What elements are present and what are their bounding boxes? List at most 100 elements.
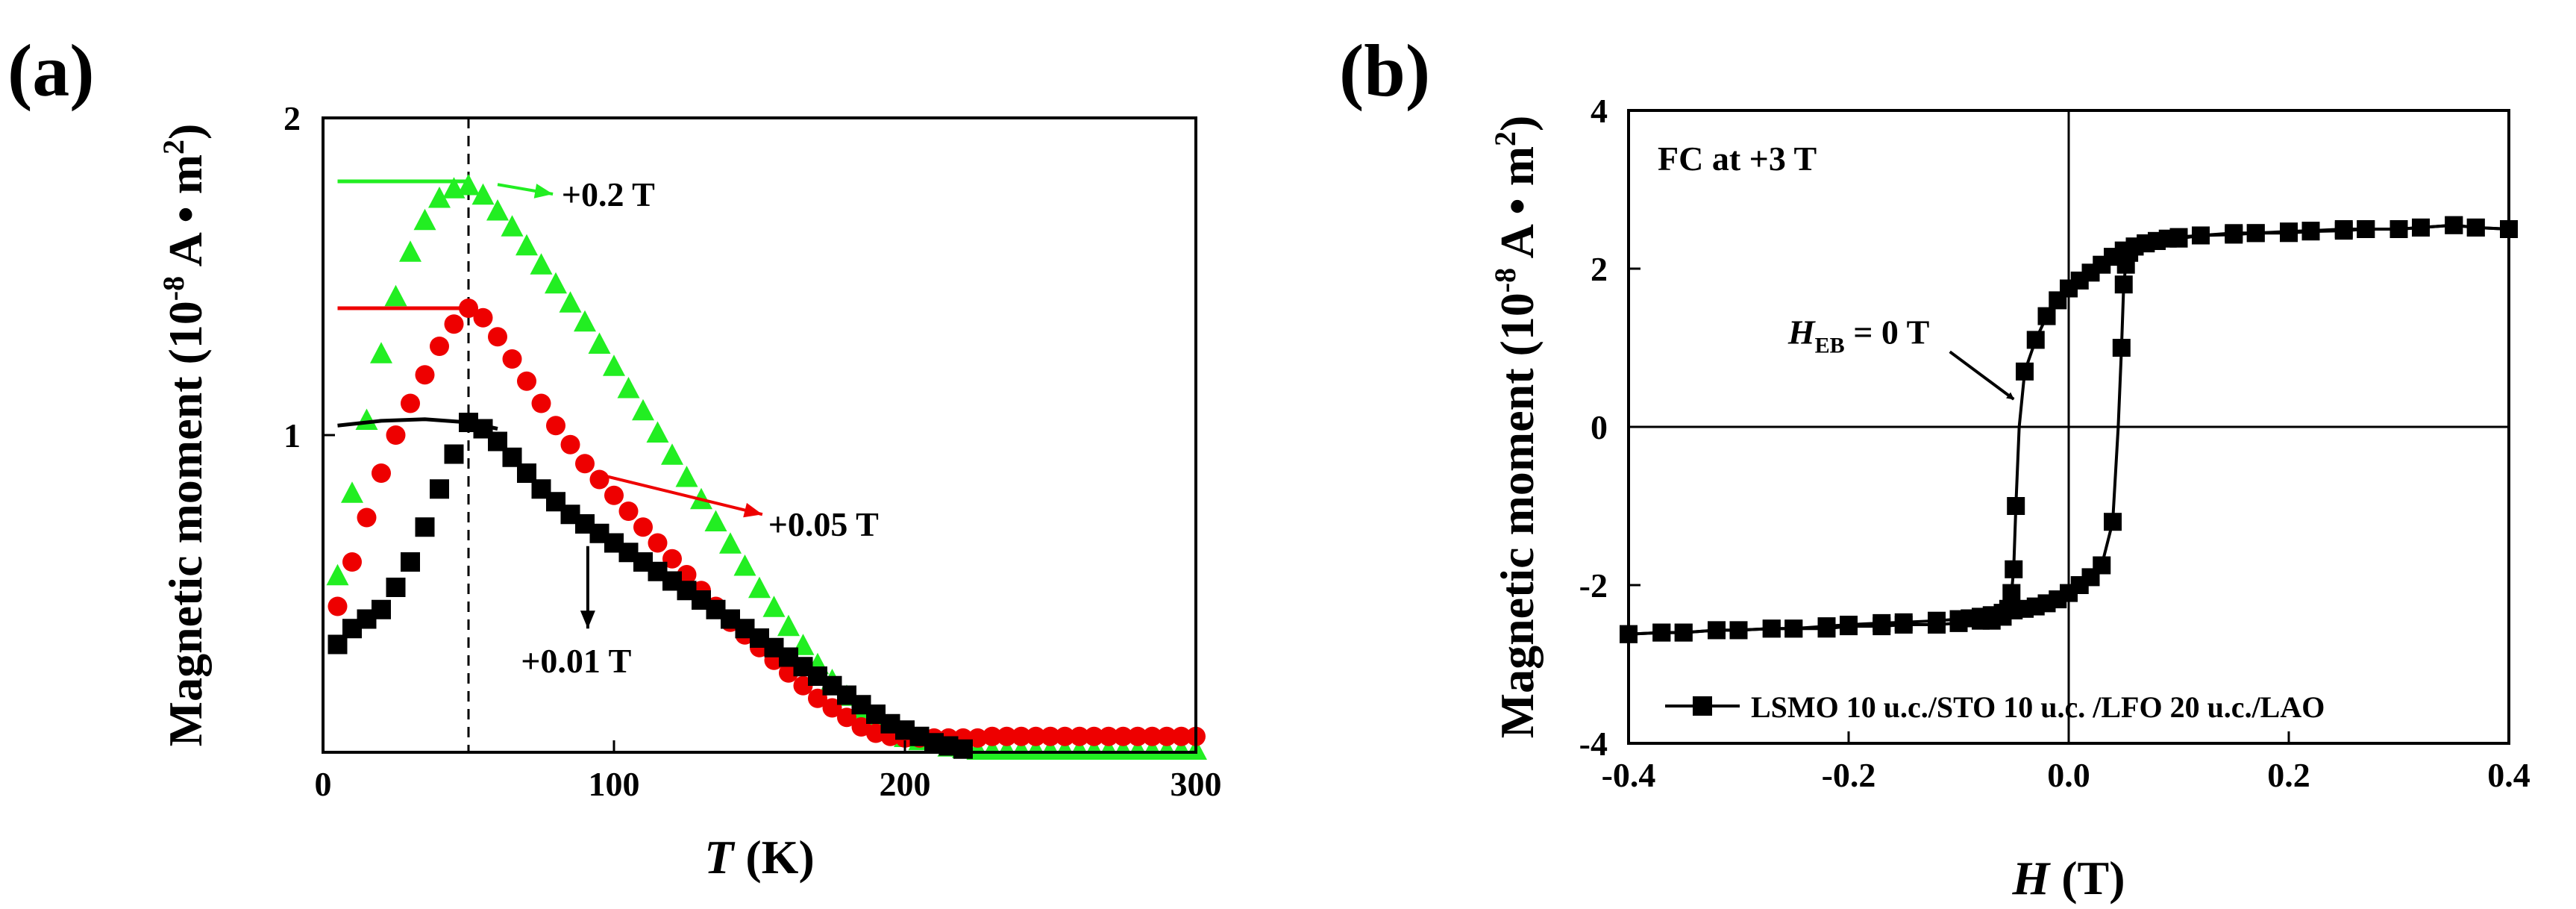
- series-ascending-point: [2301, 222, 2320, 240]
- series-descending-point: [2005, 560, 2023, 578]
- series-0-05-T-point: [1157, 726, 1176, 746]
- series-ascending-point: [2112, 339, 2131, 357]
- panel-b-xtick-label: -0.2: [1822, 756, 1876, 794]
- series-ascending-point: [2334, 220, 2353, 238]
- series-0-05-T-zfc-point: [415, 365, 435, 385]
- panel-b-xlabel-italic: H: [2011, 852, 2051, 905]
- series-0-01-T-zfc-point: [401, 552, 420, 572]
- series-ascending-point: [2357, 220, 2375, 238]
- panel-b-ytick-label: 2: [1591, 250, 1608, 288]
- series-0-2-T-point: [545, 272, 567, 294]
- series-0-2-T-point: [501, 215, 524, 237]
- series-0-05-T-point: [546, 416, 565, 436]
- panel-a-ylabel-exp: -8: [157, 276, 190, 301]
- series-ascending-point: [1620, 625, 1638, 643]
- panel-a-ylabel-end: ): [159, 124, 212, 140]
- panel-b-zero-lines: [1629, 110, 2509, 743]
- panel-b-xtick-label: -0.4: [1602, 756, 1656, 794]
- panel-b-data-layer: [1620, 216, 2518, 643]
- series-0-05-T-zfc-point: [386, 425, 406, 445]
- series-0-2-T-point: [675, 466, 698, 487]
- series-0-2-T-point: [1156, 738, 1178, 760]
- panel-b-ylabel-end: ): [1491, 116, 1544, 131]
- series-ascending-point: [1784, 619, 1803, 638]
- series-0-2-T-zfc-point: [384, 284, 407, 307]
- panel-b-ytick-label: -2: [1579, 566, 1608, 605]
- panel-a-annotation-arrowhead: [533, 184, 554, 199]
- series-descending-point: [2002, 584, 2021, 602]
- panel-a-ticks: 0 100 200 300 1 2: [283, 99, 1222, 803]
- series-0-2-T-zfc-point: [370, 342, 392, 363]
- panel-a-annotations: +0.2 T +0.05 T +0.01 T: [497, 175, 879, 680]
- series-0-2-T-point: [588, 332, 611, 354]
- series-0-01-T-zfc-point: [386, 578, 406, 597]
- series-ascending-point: [2225, 224, 2243, 243]
- series-0-05-T-point: [531, 393, 551, 413]
- series-0-2-T-zfc-point: [399, 240, 422, 262]
- series-0-2-T-zfc-point: [326, 563, 349, 586]
- series-0-05-T-point: [1171, 726, 1191, 746]
- series-0-05-T-point: [1041, 726, 1060, 746]
- panel-a-ytick-label: 2: [283, 99, 301, 137]
- series-ascending-point: [2169, 229, 2188, 248]
- panel-b-xtick-label: 0.2: [2267, 756, 2310, 794]
- panel-b-ytick-label: 0: [1591, 408, 1608, 446]
- series-ascending-point: [2389, 220, 2408, 238]
- series-0-2-T-point: [515, 234, 538, 256]
- series-0-05-T-point: [1070, 726, 1089, 746]
- series-descending-point: [2016, 362, 2034, 381]
- series-0-05-T-zfc-point: [372, 463, 391, 483]
- series-ascending-point: [1652, 623, 1671, 642]
- series-0-05-T-point: [575, 454, 595, 474]
- series-0-05-T-point: [473, 307, 493, 328]
- series-ascending-point: [2104, 513, 2122, 531]
- series-0-2-T-point: [1126, 738, 1149, 760]
- panel-a-xlabel-italic: T: [704, 831, 736, 884]
- series-0-2-T-point: [617, 377, 640, 399]
- series-0-01-T-point: [953, 739, 973, 759]
- series-0-05-T-point: [1012, 726, 1031, 746]
- series-0-05-T-point: [502, 349, 522, 369]
- series-0-2-T-point: [995, 738, 1018, 760]
- series-0-05-T-point: [1113, 726, 1133, 746]
- series-0-2-T-zfc-point: [428, 187, 451, 208]
- panel-b-xtick-label: 0.4: [2487, 756, 2530, 794]
- series-0-2-T-point: [646, 421, 669, 443]
- legend-label: LSMO 10 u.c./STO 10 u.c. /LFO 20 u.c./LA…: [1751, 690, 2325, 724]
- series-ascending-point: [1729, 621, 1748, 640]
- series-ascending-point: [2093, 556, 2111, 575]
- series-0-2-T-point: [1112, 738, 1135, 760]
- series-0-2-T-point: [471, 183, 495, 205]
- panel-b-xlabel: H (T): [2011, 852, 2125, 905]
- panel-a-xtick-label: 200: [880, 765, 931, 803]
- series-0-2-T-point: [661, 443, 683, 465]
- series-descending-point: [2026, 331, 2045, 349]
- panel-a-ylabel-exp2: 2: [157, 140, 190, 154]
- series-0-2-T-point: [1053, 738, 1077, 760]
- series-ascending-point: [2246, 224, 2265, 243]
- series-0-05-T-zfc-point: [357, 507, 377, 528]
- panel-b-ytick-label: -4: [1579, 725, 1608, 763]
- panel-a-annotation-arrowhead: [580, 610, 595, 629]
- panel-b-annotation-label: HEB = 0 T: [1787, 313, 1929, 358]
- series-descending-point: [2007, 497, 2025, 515]
- panel-b-annotations: HEB = 0 T: [1787, 313, 2015, 401]
- panel-b-xtick-label: 0.0: [2047, 756, 2090, 794]
- series-0-05-T-point: [997, 726, 1017, 746]
- series-0-2-T-point: [559, 291, 582, 313]
- series-ascending-point: [1840, 616, 1858, 634]
- series-ascending-point: [1708, 621, 1726, 640]
- series-0-05-T-zfc-point: [328, 596, 348, 616]
- panel-a-ylabel: Magnetic moment (10-8 A • m2): [157, 124, 212, 747]
- panel-b-ylabel-exp2: 2: [1488, 131, 1522, 146]
- series-ascending-point: [2192, 226, 2210, 245]
- series-0-05-T-point: [1026, 726, 1046, 746]
- series-0-2-T-point: [530, 253, 553, 275]
- series-ascending-point: [2500, 220, 2518, 238]
- series-0-05-T-zfc-point: [342, 552, 362, 572]
- panel-b-ticks: -0.4 -0.2 0.0 0.2 0.4 -4 -2 0 2 4: [1579, 92, 2530, 794]
- series-0-2-T-point: [1010, 738, 1032, 760]
- series-ascending-point: [1762, 619, 1781, 638]
- series-0-01-T-zfc-point: [430, 479, 449, 499]
- series-ascending-point: [1873, 613, 1891, 632]
